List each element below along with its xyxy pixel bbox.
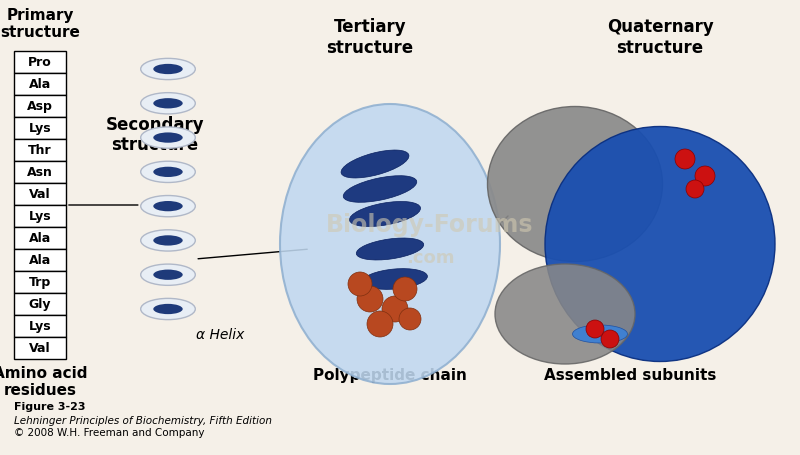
Text: Figure 3-23: Figure 3-23: [14, 401, 86, 411]
Text: Lys: Lys: [29, 210, 51, 223]
Ellipse shape: [341, 151, 409, 178]
Ellipse shape: [141, 230, 195, 252]
Ellipse shape: [154, 304, 182, 314]
Bar: [14, 206, 66, 228]
Text: © 2008 W.H. Freeman and Company: © 2008 W.H. Freeman and Company: [14, 427, 205, 437]
Ellipse shape: [280, 105, 500, 384]
Text: Val: Val: [29, 188, 51, 201]
Ellipse shape: [154, 65, 182, 75]
Text: Val: Val: [29, 342, 51, 355]
Ellipse shape: [545, 127, 775, 362]
Ellipse shape: [154, 133, 182, 143]
Text: Pro: Pro: [28, 56, 52, 69]
Ellipse shape: [141, 162, 195, 183]
Bar: [14, 228, 66, 249]
Ellipse shape: [141, 196, 195, 217]
Text: α Helix: α Helix: [196, 327, 244, 341]
Ellipse shape: [141, 128, 195, 149]
Bar: [14, 271, 66, 293]
Text: Ala: Ala: [29, 254, 51, 267]
Text: Lehninger Principles of Biochemistry, Fifth Edition: Lehninger Principles of Biochemistry, Fi…: [14, 415, 272, 425]
Ellipse shape: [141, 93, 195, 115]
Ellipse shape: [154, 167, 182, 177]
Bar: [14, 337, 66, 359]
Ellipse shape: [350, 202, 421, 227]
Text: Thr: Thr: [28, 144, 52, 157]
Circle shape: [601, 330, 619, 348]
Text: Gly: Gly: [29, 298, 51, 311]
Bar: [14, 118, 66, 140]
Text: Lys: Lys: [29, 320, 51, 333]
Ellipse shape: [362, 269, 427, 290]
Ellipse shape: [487, 107, 662, 262]
Ellipse shape: [154, 236, 182, 246]
Text: Amino acid
residues: Amino acid residues: [0, 365, 87, 398]
Text: Trp: Trp: [29, 276, 51, 289]
Text: Secondary
structure: Secondary structure: [106, 116, 204, 154]
Circle shape: [686, 181, 704, 198]
Bar: [14, 140, 66, 162]
Circle shape: [399, 308, 421, 330]
Circle shape: [357, 286, 383, 312]
Text: Primary
structure: Primary structure: [0, 8, 80, 40]
Bar: [14, 293, 66, 315]
Text: Polypeptide chain: Polypeptide chain: [313, 367, 467, 382]
Bar: [14, 52, 66, 74]
Bar: [14, 74, 66, 96]
Text: Ala: Ala: [29, 78, 51, 91]
Text: .com: .com: [406, 248, 454, 267]
Circle shape: [695, 167, 715, 187]
Text: Quaternary
structure: Quaternary structure: [606, 18, 714, 57]
Text: Tertiary
structure: Tertiary structure: [326, 18, 414, 57]
Ellipse shape: [573, 325, 627, 343]
Ellipse shape: [154, 270, 182, 280]
Text: Lys: Lys: [29, 122, 51, 135]
Bar: [14, 184, 66, 206]
Circle shape: [382, 296, 408, 322]
Text: Asn: Asn: [27, 166, 53, 179]
Circle shape: [675, 150, 695, 170]
Ellipse shape: [154, 202, 182, 212]
Text: Assembled subunits: Assembled subunits: [544, 367, 716, 382]
Ellipse shape: [141, 59, 195, 81]
Circle shape: [586, 320, 604, 338]
Bar: [14, 315, 66, 337]
Ellipse shape: [495, 264, 635, 364]
Bar: [14, 162, 66, 184]
Ellipse shape: [141, 299, 195, 320]
Ellipse shape: [356, 238, 424, 260]
Text: Biology-Forums: Biology-Forums: [326, 212, 534, 237]
Circle shape: [348, 273, 372, 296]
Text: Ala: Ala: [29, 232, 51, 245]
Text: Asp: Asp: [27, 100, 53, 113]
Ellipse shape: [343, 177, 417, 203]
Bar: [14, 96, 66, 118]
Circle shape: [393, 278, 417, 301]
Circle shape: [367, 311, 393, 337]
Ellipse shape: [141, 264, 195, 286]
Bar: [14, 249, 66, 271]
Ellipse shape: [154, 99, 182, 109]
